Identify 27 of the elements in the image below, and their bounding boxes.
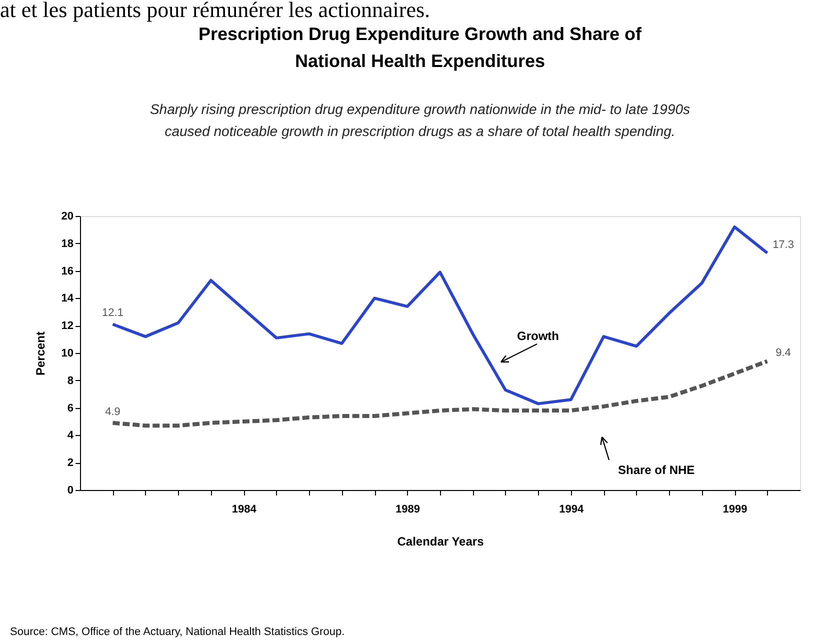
data-label: 9.4 xyxy=(776,347,791,360)
data-label: 4.9 xyxy=(105,406,120,418)
annotation: Growth xyxy=(517,329,559,343)
y-tick-label: 0 xyxy=(67,484,74,496)
y-tick-label: 4 xyxy=(67,430,74,442)
y-tick-label: 14 xyxy=(61,292,74,305)
x-tick-label: 1989 xyxy=(396,504,420,516)
y-tick-label: 20 xyxy=(61,210,74,222)
chart-title: Prescription Drug Expenditure Growth and Share of National Health Expenditures xyxy=(198,24,643,71)
y-tick-label: 8 xyxy=(67,374,74,387)
y-tick-label: 12 xyxy=(61,320,74,332)
y-tick-label: 2 xyxy=(67,457,74,470)
chart-subtitle: Sharply rising prescription drug expenditure growth nationwide in the mid- to late 1990s caused noticeable growth in prescription drugs as a share of total health spending. xyxy=(150,101,690,139)
text: at et les patients pour rémunérer les actionnaires. xyxy=(0,0,430,22)
data-label: 12.1 xyxy=(102,307,124,320)
x-tick-label: 1999 xyxy=(722,504,748,516)
y-axis-title: Percent xyxy=(33,331,48,376)
y-tick-label: 6 xyxy=(67,402,74,414)
y-tick-label: 18 xyxy=(61,238,74,250)
data-label: 17.3 xyxy=(772,238,794,251)
annotation: Share of NHE xyxy=(618,463,695,477)
y-tick-label: 10 xyxy=(61,348,74,360)
y-tick-label: 16 xyxy=(61,265,74,278)
source-note: Source: CMS, Office of the Actuary, National Health Statistics Group. xyxy=(10,626,345,638)
x-tick-label: 1994 xyxy=(559,504,585,516)
x-axis-title: Calendar Years xyxy=(397,534,484,548)
x-tick-label: 1984 xyxy=(232,504,258,516)
